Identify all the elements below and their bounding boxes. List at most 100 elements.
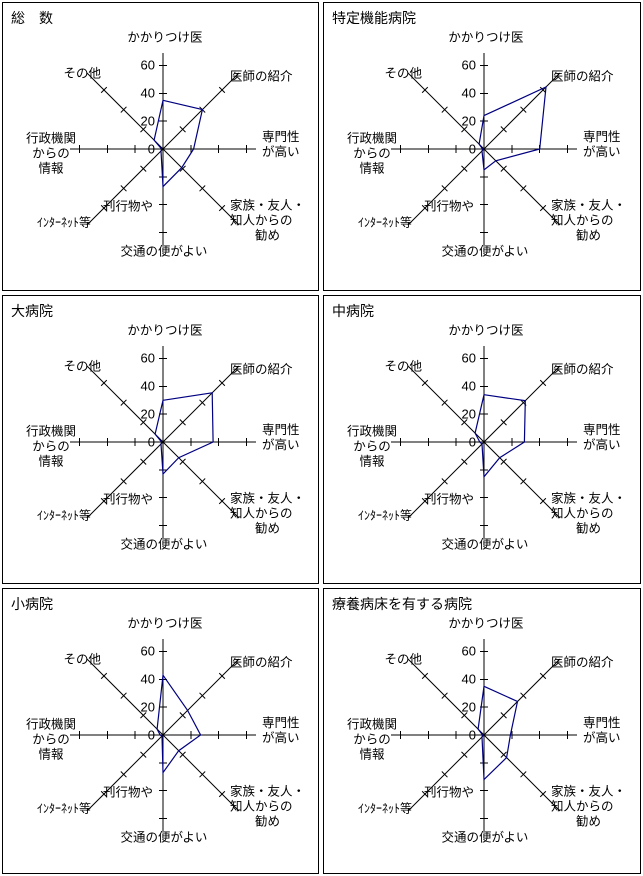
tick-label: 40 [461,85,476,101]
data-polygon [154,392,214,476]
radar-chart [391,346,577,538]
data-polygon [478,86,547,172]
axis-label-government-information: 行政機関 からの 情報 [347,132,397,177]
label-line: 家族・友人・ [551,491,627,506]
radar-chart [391,639,577,831]
label-line: 刊行物や [423,785,475,800]
axis-label-doctor-referral: 医師の紹介 [551,70,614,85]
tick-label: 20 [461,699,476,715]
label-line: その他 [384,359,422,374]
data-polygon [477,685,519,781]
tick-label: 60 [461,57,476,73]
axis-label-good-transport-access: 交通の便がよい [442,538,529,553]
label-line: 医師の紹介 [230,655,293,670]
label-line: 交通の便がよい [441,830,529,845]
label-line: 知人からの [551,799,614,814]
tick-label: 40 [140,85,155,101]
axis-label-high-specialization: 専門性 が高い [583,423,621,453]
tick-label: 60 [461,350,476,366]
axis-label-other: その他 [384,653,422,668]
axis-label-doctor-referral: 医師の紹介 [551,656,614,671]
label-line: 家族・友人・ [551,784,627,799]
label-line: 医師の紹介 [551,69,614,84]
panel-title: 特定機能病院 [332,10,416,26]
axis-label-doctor-referral: 医師の紹介 [230,656,293,671]
label-line: ｲﾝﾀｰﾈｯﾄ等 [36,215,92,230]
tick-label: 20 [140,699,155,715]
label-line: 専門性 [583,423,621,437]
axis-label-other: その他 [384,67,422,82]
axis-label-high-specialization: 専門性 が高い [583,716,621,746]
label-line: が高い [583,731,621,745]
radar-chart [70,639,256,831]
label-line: ｲﾝﾀｰﾈｯﾄ等 [357,801,413,816]
label-line: 医師の紹介 [551,362,614,377]
panel-title: 小病院 [11,596,53,612]
label-line: 交通の便がよい [120,244,208,259]
label-line: からの [353,146,391,161]
axis-label-good-transport-access: 交通の便がよい [121,538,208,553]
panel-title: 中病院 [332,303,374,319]
label-line: 専門性 [583,716,621,730]
label-line: その他 [63,652,101,667]
radar-panel: 大病院 0 20 40 60 かかりつけ医 医師の紹介 専門性 が高い 家族・友人・ 知人からの 勧め… [2,295,319,584]
label-line: 情報 [38,747,64,762]
label-line: からの [32,439,70,454]
panel-title: 総 数 [11,10,53,26]
label-line: 刊行物や [102,492,154,507]
radar-chart [70,346,256,538]
tick-label: 40 [461,378,476,394]
axis-label-family-doctor: かかりつけ医 [127,31,202,46]
label-line: 情報 [359,454,385,469]
axis-label-high-specialization: 専門性 が高い [262,716,300,746]
axis-label-family-friends-recommendation: 家族・友人・ 知人からの 勧め [230,199,305,244]
tick-label: 40 [140,671,155,687]
label-line: 知人からの [230,213,293,228]
axis-label-family-doctor: かかりつけ医 [127,617,202,632]
label-line: ｲﾝﾀｰﾈｯﾄ等 [357,508,413,523]
label-line: かかりつけ医 [448,30,524,45]
label-line: 行政機関 [25,424,77,439]
label-line: 勧め [255,521,281,536]
radar-panel: 療養病床を有する病院 0 20 40 60 かかりつけ医 医師の紹介 専門性 が高い 家族・友人・… [323,588,641,874]
label-line: 家族・友人・ [551,198,627,213]
label-line: ｲﾝﾀｰﾈｯﾄ等 [357,215,413,230]
axis-label-family-friends-recommendation: 家族・友人・ 知人からの 勧め [230,785,305,830]
label-line: からの [353,732,391,747]
data-polygon [153,99,204,188]
axis-label-government-information: 行政機関 からの 情報 [347,425,397,470]
label-line: 刊行物や [102,199,154,214]
tick-label: 20 [461,113,476,129]
radar-axes [70,53,256,245]
axis-label-doctor-referral: 医師の紹介 [230,363,293,378]
radar-panel: 特定機能病院 0 20 40 60 かかりつけ医 医師の紹介 専門性 が高い 家族・友人・ 知人から… [323,2,641,291]
label-line: 勧め [255,814,281,829]
tick-label: 0 [468,434,476,450]
label-line: その他 [384,66,422,81]
label-line: が高い [583,145,621,159]
radar-panel: 総 数 0 20 40 60 かかりつけ医 医師の紹介 専門性 が高い 家族・友人・ 知人からの 勧め… [2,2,319,291]
axis-label-family-doctor: かかりつけ医 [448,324,523,339]
label-line: 情報 [38,161,64,176]
axis-label-high-specialization: 専門性 が高い [262,130,300,160]
label-line: かかりつけ医 [127,30,203,45]
axis-label-other: その他 [384,360,422,375]
axis-label-family-doctor: かかりつけ医 [127,324,202,339]
axis-label-other: その他 [63,67,101,82]
axis-label-good-transport-access: 交通の便がよい [121,831,208,846]
data-polygon [474,394,526,479]
axis-label-government-information: 行政機関 からの 情報 [26,425,76,470]
label-line: 勧め [576,814,602,829]
label-line: 専門性 [262,716,300,730]
tick-label: 60 [140,643,155,659]
label-line: 専門性 [262,423,300,437]
tick-label: 0 [468,727,476,743]
label-line: 勧め [576,521,602,536]
label-line: かかりつけ医 [448,323,524,338]
axis-label-family-friends-recommendation: 家族・友人・ 知人からの 勧め [551,199,626,244]
label-line: 医師の紹介 [230,362,293,377]
label-line: が高い [262,731,300,745]
radar-axes [70,639,256,831]
label-line: が高い [583,438,621,452]
label-line: 情報 [38,454,64,469]
